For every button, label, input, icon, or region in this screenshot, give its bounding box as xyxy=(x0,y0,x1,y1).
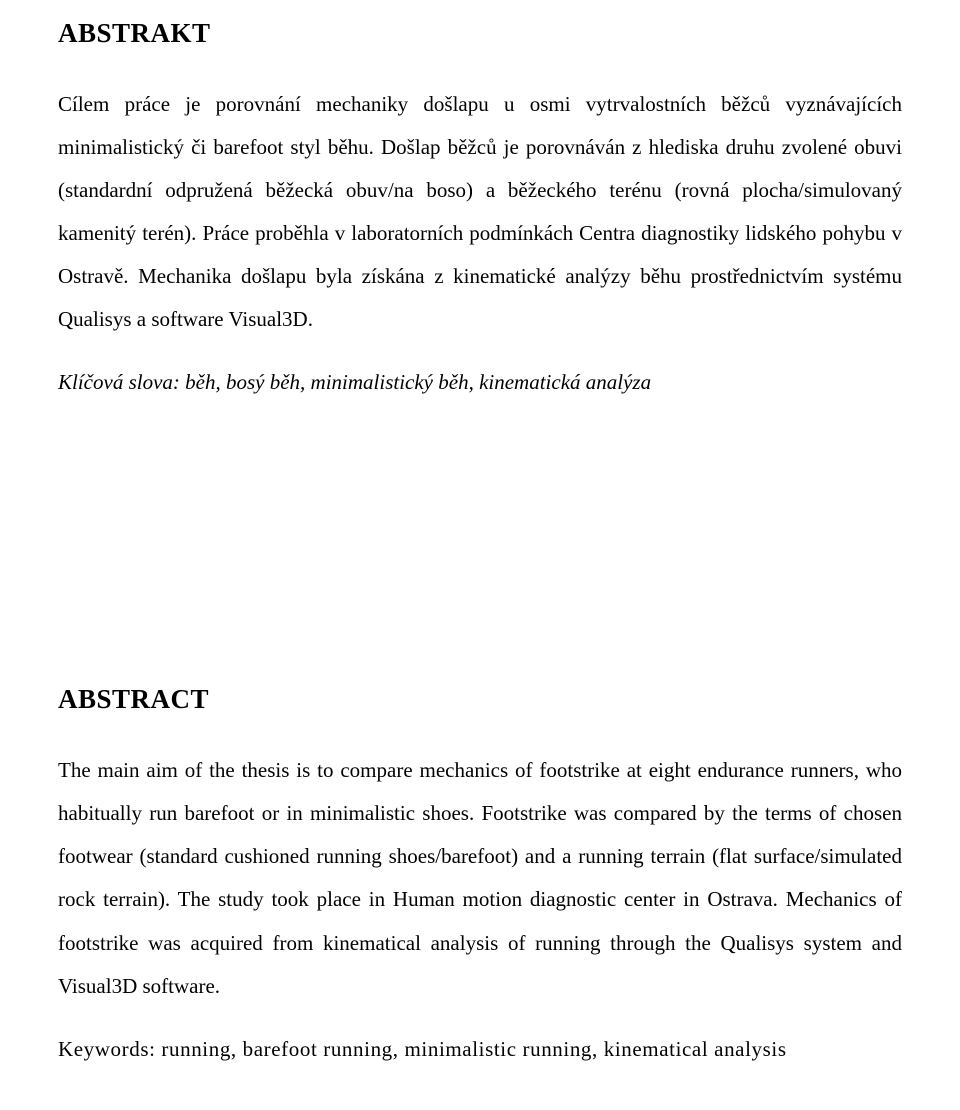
abstrakt-body: Cílem práce je porovnání mechaniky došla… xyxy=(58,83,902,341)
abstrakt-keywords: Klíčová slova: běh, bosý běh, minimalist… xyxy=(58,361,902,404)
abstract-keywords: Keywords: running, barefoot running, min… xyxy=(58,1028,902,1070)
abstrakt-heading: ABSTRAKT xyxy=(58,18,902,49)
section-gap xyxy=(58,424,902,684)
document-page: ABSTRAKT Cílem práce je porovnání mechan… xyxy=(0,0,960,1110)
abstract-heading: ABSTRACT xyxy=(58,684,902,715)
abstract-body: The main aim of the thesis is to compare… xyxy=(58,749,902,1007)
